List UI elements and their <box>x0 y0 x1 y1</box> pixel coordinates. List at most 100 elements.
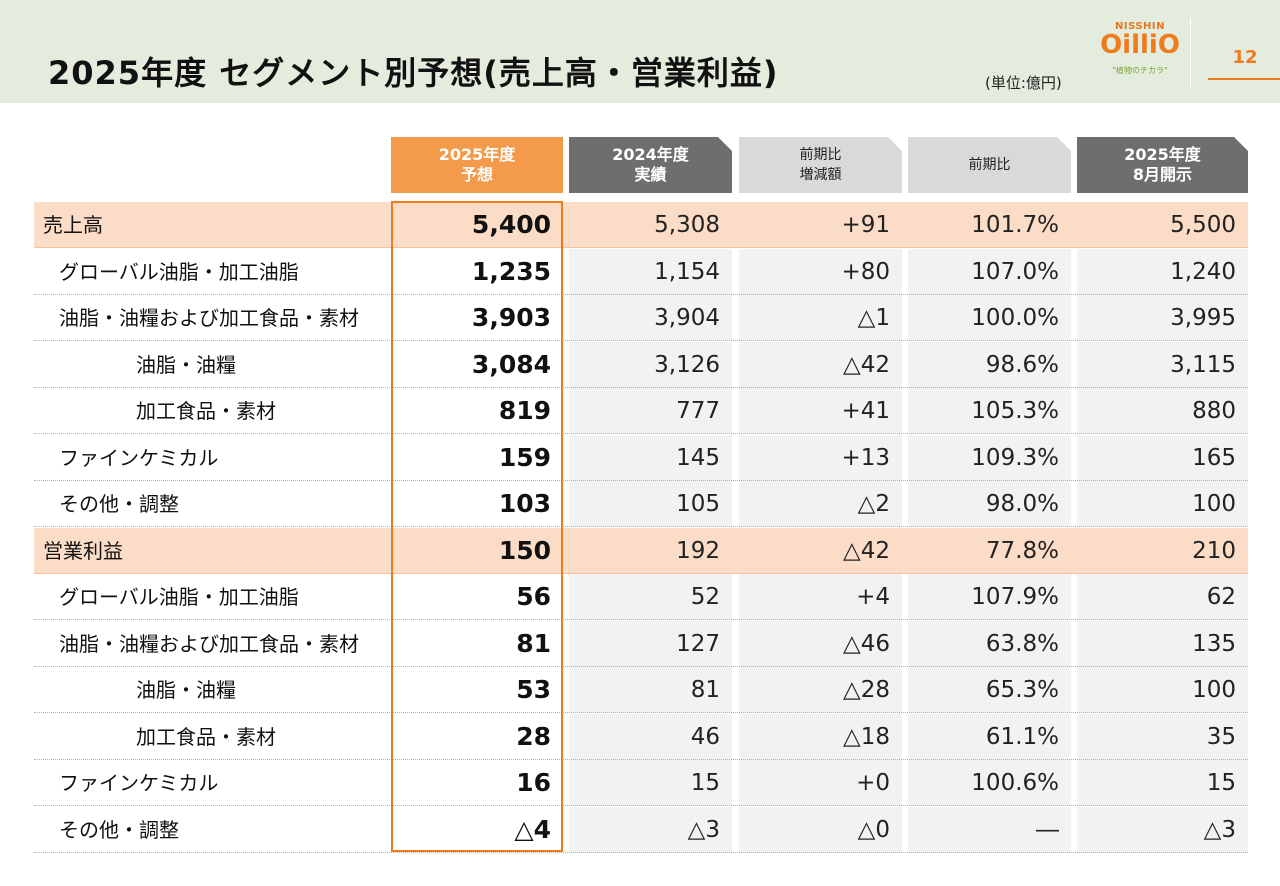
cell-2024-actual: 192 <box>569 527 732 574</box>
cell-value: ― <box>1036 816 1059 843</box>
cell-yoy-change: △18 <box>739 713 902 760</box>
cell-value: +13 <box>841 444 890 471</box>
cell-yoy-ratio: 65.3% <box>908 667 1071 713</box>
row-label: 油脂・油糧および加工食品・素材 <box>59 306 359 330</box>
row-separator <box>34 758 1248 760</box>
cell-value: 165 <box>1192 444 1236 471</box>
row-separator <box>34 572 1248 574</box>
row-label: 油脂・油糧 <box>136 678 236 702</box>
logo-brand-text: NISSHIN <box>1114 21 1165 32</box>
cell-2025-forecast: 81 <box>391 621 563 667</box>
cell-value: △1 <box>857 305 890 331</box>
cell-2025-forecast: 28 <box>391 714 563 760</box>
cell-yoy-ratio: 98.6% <box>908 341 1071 388</box>
cell-value: 3,903 <box>471 303 551 332</box>
cell-yoy-change: △28 <box>739 667 902 713</box>
col-header-yoy-ratio: 前期比 <box>908 137 1071 193</box>
table-row: グローバル油脂・加工油脂 56 52 +4 107.9% 62 <box>34 574 1248 620</box>
cell-value: △0 <box>857 816 890 843</box>
cell-yoy-ratio: 100.0% <box>908 295 1071 341</box>
cell-yoy-change: +91 <box>739 202 902 248</box>
row-label: グローバル油脂・加工油脂 <box>59 259 299 284</box>
header-band <box>0 0 1280 103</box>
cell-yoy-change: +4 <box>739 574 902 620</box>
cell-value: 3,126 <box>654 351 720 378</box>
cell-2025-aug-disclosure: 15 <box>1077 760 1248 806</box>
table-row: その他・調整 103 105 △2 98.0% 100 <box>34 481 1248 527</box>
row-separator <box>34 805 1248 806</box>
row-label: 油脂・油糧および加工食品・素材 <box>59 631 359 656</box>
cell-value: 819 <box>498 396 551 425</box>
cell-2025-aug-disclosure: 35 <box>1077 713 1248 760</box>
cell-value: +91 <box>841 212 890 238</box>
cell-2024-actual: 127 <box>569 620 732 667</box>
table-row: 加工食品・素材 28 46 △18 61.1% 35 <box>34 713 1248 760</box>
cell-value: △3 <box>1203 816 1236 843</box>
cell-value: 16 <box>516 768 551 797</box>
cell-2024-actual: 5,308 <box>569 202 732 248</box>
row-separator <box>34 247 1248 248</box>
table-row: 油脂・油糧および加工食品・素材 81 127 △46 63.8% 135 <box>34 620 1248 667</box>
cell-2025-aug-disclosure: 135 <box>1077 620 1248 667</box>
cell-yoy-change: +13 <box>739 434 902 481</box>
cell-value: 5,400 <box>471 210 551 239</box>
cell-value: +4 <box>856 584 890 610</box>
table-row: ファインケミカル 16 15 +0 100.6% 15 <box>34 760 1248 806</box>
cell-value: 135 <box>1192 630 1236 657</box>
forecast-column-highlight <box>391 201 563 852</box>
table-row: 加工食品・素材 819 777 +41 105.3% 880 <box>34 388 1248 434</box>
cell-value: 98.0% <box>985 491 1059 517</box>
cell-value: 63.8% <box>985 630 1059 657</box>
cell-value: 61.1% <box>985 723 1059 750</box>
cell-yoy-ratio: 63.8% <box>908 620 1071 667</box>
cell-yoy-ratio: 107.0% <box>908 248 1071 295</box>
cell-yoy-change: +80 <box>739 248 902 295</box>
cell-2025-aug-disclosure: 100 <box>1077 667 1248 713</box>
cell-value: 5,500 <box>1170 212 1236 238</box>
row-label: 油脂・油糧 <box>136 352 236 377</box>
cell-2024-actual: 3,904 <box>569 295 732 341</box>
cell-value: 15 <box>690 770 720 796</box>
logo-tagline: "植物のチカラ" <box>1112 66 1168 75</box>
row-separator <box>34 712 1248 713</box>
cell-value: 101.7% <box>971 212 1059 238</box>
cell-value: 192 <box>676 537 720 564</box>
cell-yoy-ratio: 109.3% <box>908 434 1071 481</box>
cell-value: △28 <box>843 677 890 703</box>
cell-2024-actual: △3 <box>569 806 732 853</box>
col-header-2025-aug-disclosure: 2025年度 8月開示 <box>1077 137 1248 193</box>
table-row: その他・調整 △4 △3 △0 ― △3 <box>34 806 1248 853</box>
table-row: ファインケミカル 159 145 +13 109.3% 165 <box>34 434 1248 481</box>
cell-value: △4 <box>514 814 551 844</box>
page-number-underline <box>1208 78 1280 80</box>
row-label: 営業利益 <box>43 538 123 563</box>
cell-value: △2 <box>857 491 890 517</box>
row-label: その他・調整 <box>59 817 179 842</box>
table-row: 油脂・油糧 53 81 △28 65.3% 100 <box>34 667 1248 713</box>
cell-2025-aug-disclosure: 165 <box>1077 434 1248 481</box>
table-row: 営業利益 150 192 △42 77.8% 210 <box>34 527 1248 574</box>
cell-2025-forecast: 3,903 <box>391 295 563 341</box>
col-header-2024-actual: 2024年度 実績 <box>569 137 732 193</box>
cell-2024-actual: 15 <box>569 760 732 806</box>
cell-2024-actual: 52 <box>569 574 732 620</box>
cell-value: 150 <box>498 535 551 565</box>
cell-2024-actual: 46 <box>569 713 732 760</box>
cell-value: 52 <box>690 584 720 610</box>
page-number: 12 <box>1232 47 1258 68</box>
cell-value: 53 <box>516 675 551 704</box>
cell-yoy-ratio: 61.1% <box>908 713 1071 760</box>
cell-yoy-change: +0 <box>739 760 902 806</box>
row-label: 加工食品・素材 <box>136 399 276 423</box>
cell-value: 15 <box>1206 770 1236 796</box>
cell-2025-forecast: 819 <box>391 388 563 434</box>
cell-value: 62 <box>1206 584 1236 610</box>
cell-2025-forecast: 150 <box>391 528 563 574</box>
table-row: 油脂・油糧および加工食品・素材 3,903 3,904 △1 100.0% 3,995 <box>34 295 1248 341</box>
cell-value: 1,235 <box>471 256 551 286</box>
cell-value: 210 <box>1192 537 1236 564</box>
cell-value: 46 <box>690 723 720 750</box>
table-row: グローバル油脂・加工油脂 1,235 1,154 +80 107.0% 1,240 <box>34 248 1248 295</box>
cell-value: 56 <box>516 582 551 611</box>
cell-yoy-change: +41 <box>739 388 902 434</box>
